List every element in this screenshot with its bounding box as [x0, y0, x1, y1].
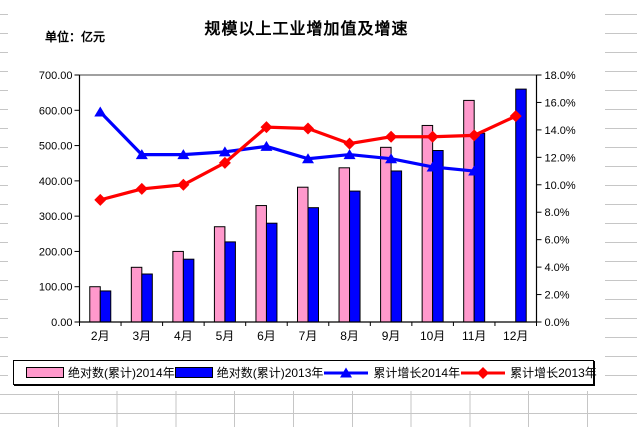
- marker-diamond-2[interactable]: [177, 178, 190, 191]
- bar-2014-5月[interactable]: [213, 226, 226, 323]
- marker-diamond-10[interactable]: [509, 110, 522, 123]
- left-axis-tick-label: 600.00: [39, 105, 73, 117]
- bar-2013-12月[interactable]: [515, 88, 527, 323]
- marker-triangle-1[interactable]: [135, 149, 148, 160]
- plot-svg: 0.00 100.00 200.00 300.00 400.00 500.00 600.00…: [39, 70, 576, 343]
- marker-triangle-4[interactable]: [260, 140, 273, 151]
- x-axis-category-label: 7月: [299, 329, 318, 343]
- bar-swatch-2013-icon: [174, 367, 213, 378]
- x-axis-category-label: 10月: [420, 329, 445, 343]
- marker-diamond-5[interactable]: [302, 122, 314, 135]
- diamond-line-swatch-icon: [461, 366, 506, 379]
- right-axis-tick-label: 18.0%: [545, 70, 576, 82]
- left-axis-tick-label: 400.00: [39, 176, 73, 188]
- marker-diamond-6[interactable]: [343, 137, 356, 150]
- x-axis-category-label: 2月: [91, 329, 110, 343]
- bar-2014-6月[interactable]: [255, 205, 267, 323]
- legend-item-bars-2014[interactable]: 绝对数(累计)2014年: [26, 364, 175, 381]
- line-triangle-series[interactable]: [99, 110, 475, 173]
- bar-2013-6月[interactable]: [265, 222, 278, 323]
- marker-triangle-8[interactable]: [426, 161, 439, 172]
- legend-item-bars-2013[interactable]: 绝对数(累计)2013年: [174, 364, 324, 381]
- bar-2014-2月[interactable]: [89, 286, 101, 323]
- marker-diamond-4[interactable]: [260, 121, 273, 134]
- bar-2013-8月[interactable]: [349, 190, 361, 323]
- chart-object[interactable]: 0.00 100.00 200.00 300.00 400.00 500.00 600.00…: [8, 0, 605, 391]
- bar-2014-7月[interactable]: [297, 186, 309, 323]
- marker-triangle-2[interactable]: [177, 149, 190, 160]
- marker-diamond-7[interactable]: [385, 130, 398, 143]
- bar-2014-10月[interactable]: [421, 124, 434, 323]
- left-axis-tick-label: 100.00: [39, 282, 73, 294]
- x-axis-category-label: 9月: [382, 329, 401, 343]
- bar-2013-2月[interactable]: [99, 290, 112, 323]
- x-axis-category-label: 11月: [462, 329, 486, 343]
- marker-diamond-1[interactable]: [135, 182, 148, 195]
- legend-item-line-2013[interactable]: 累计增长2013年: [460, 364, 597, 381]
- right-axis-tick-label: 12.0%: [545, 152, 576, 164]
- x-axis-category-label: 12月: [503, 329, 528, 343]
- bar-2014-9月[interactable]: [380, 146, 392, 323]
- triangle-line-swatch-icon: [324, 367, 369, 377]
- marker-diamond-8[interactable]: [426, 130, 439, 143]
- left-axis-tick-label: 700.00: [39, 70, 73, 82]
- left-axis-tick-label: 500.00: [39, 141, 73, 153]
- right-axis-tick-label: 10.0%: [545, 180, 576, 192]
- chart-legend[interactable]: 绝对数(累计)2014年 绝对数(累计)2013年 累计增长2014年 累计增长…: [13, 360, 597, 385]
- legend-label-bars-2013: 绝对数(累计)2013年: [216, 366, 324, 380]
- marker-triangle-9[interactable]: [468, 165, 481, 176]
- bar-2013-9月[interactable]: [390, 170, 403, 323]
- bar-2013-11月[interactable]: [473, 132, 486, 323]
- marker-diamond-9[interactable]: [468, 129, 481, 142]
- marker-triangle-6[interactable]: [343, 149, 356, 160]
- x-axis-category-label: 6月: [257, 329, 276, 343]
- marker-triangle-0[interactable]: [94, 106, 107, 117]
- x-axis-category-label: 8月: [340, 329, 359, 343]
- bar-2013-5月[interactable]: [224, 241, 236, 323]
- marker-diamond-0[interactable]: [94, 193, 107, 206]
- chart-title: 规模以上工业增加值及增速: [204, 21, 409, 38]
- bar-swatch-2014-icon: [26, 367, 64, 378]
- legend-label-bars-2014: 绝对数(累计)2014年: [68, 366, 175, 380]
- x-axis-category-label: 3月: [132, 329, 151, 343]
- right-axis-tick-label: 14.0%: [545, 125, 576, 137]
- marker-triangle-5[interactable]: [302, 153, 314, 164]
- bar-2014-3月[interactable]: [130, 266, 143, 323]
- bar-2013-10月[interactable]: [432, 150, 444, 323]
- left-axis-tick-label: 300.00: [39, 211, 73, 223]
- bar-2014-4月[interactable]: [172, 250, 184, 323]
- right-axis-tick-label: 0.0%: [545, 317, 570, 329]
- bar-2013-7月[interactable]: [307, 207, 319, 323]
- legend-label-line-2013: 累计增长2013年: [510, 366, 597, 380]
- x-axis-category-label: 5月: [216, 329, 235, 343]
- bar-2014-8月[interactable]: [338, 167, 351, 323]
- legend-label-line-2014: 累计增长2014年: [373, 366, 461, 380]
- right-axis-tick-label: 16.0%: [545, 97, 576, 109]
- right-axis-tick-label: 6.0%: [545, 235, 570, 247]
- unit-label: 单位：亿元: [45, 30, 106, 44]
- right-axis-tick-label: 2.0%: [545, 290, 570, 302]
- right-axis-tick-label: 4.0%: [545, 262, 570, 274]
- marker-diamond-3[interactable]: [218, 156, 231, 169]
- marker-triangle-7[interactable]: [385, 153, 398, 164]
- bar-2013-3月[interactable]: [141, 273, 153, 323]
- left-axis-tick-label: 0.00: [51, 317, 72, 329]
- left-axis-tick-label: 200.00: [39, 246, 73, 258]
- right-axis-tick-label: 8.0%: [545, 207, 570, 219]
- legend-item-line-2014[interactable]: 累计增长2014年: [323, 364, 460, 381]
- marker-triangle-3[interactable]: [218, 146, 231, 157]
- x-axis-category-label: 4月: [174, 329, 193, 343]
- bar-2013-4月[interactable]: [182, 258, 195, 323]
